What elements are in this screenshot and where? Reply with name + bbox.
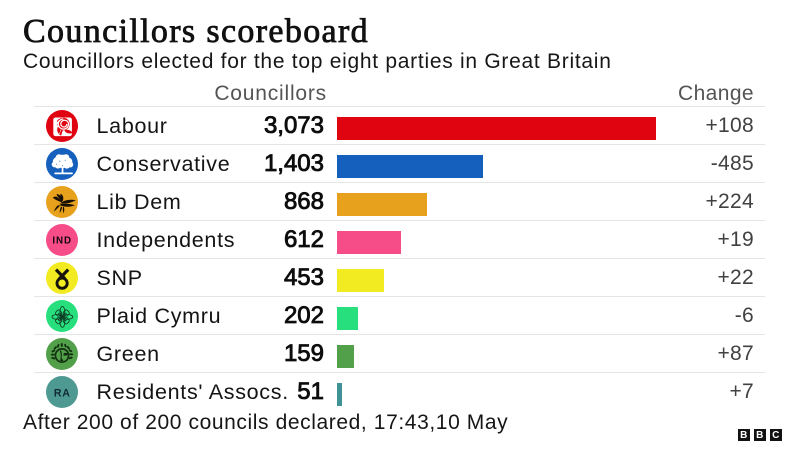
svg-text:RA: RA [54, 387, 71, 399]
svg-text:IND: IND [52, 236, 72, 247]
